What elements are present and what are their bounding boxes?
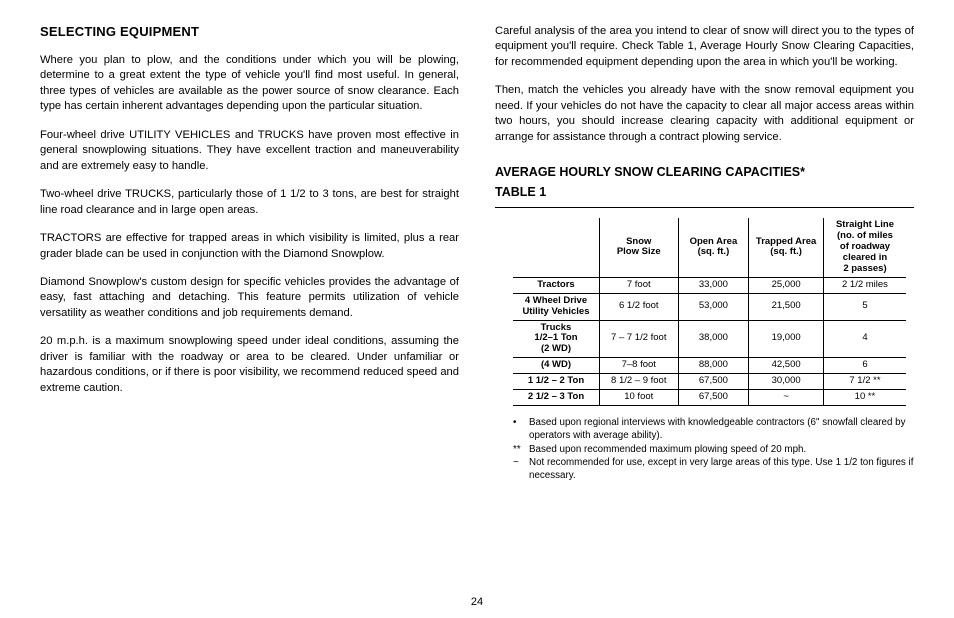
table-row: (4 WD)7–8 foot88,00042,5006 — [513, 358, 906, 374]
table-cell: 2 1/2 miles — [823, 277, 906, 293]
table-body: Tractors7 foot33,00025,0002 1/2 miles4 W… — [513, 277, 906, 405]
table-header-row: SnowPlow Size Open Area(sq. ft.) Trapped… — [513, 218, 906, 277]
table-cell: 8 1/2 – 9 foot — [599, 374, 678, 390]
table-cell: 5 — [823, 293, 906, 320]
row-label-cell: Tractors — [513, 277, 599, 293]
header-cell: Straight Line(no. of milesof roadwayclea… — [823, 218, 906, 277]
table-title: AVERAGE HOURLY SNOW CLEARING CAPACITIES*… — [495, 158, 914, 205]
table-cell: 6 1/2 foot — [599, 293, 678, 320]
row-label-cell: (4 WD) — [513, 358, 599, 374]
section-heading: SELECTING EQUIPMENT — [40, 24, 459, 39]
right-column: Careful analysis of the area you intend … — [495, 24, 914, 592]
table-row: Trucks1/2–1 Ton(2 WD)7 – 7 1/2 foot38,00… — [513, 320, 906, 358]
paragraph: TRACTORS are effective for trapped areas… — [40, 231, 459, 262]
table-cell: 33,000 — [678, 277, 749, 293]
table-cell: 7 – 7 1/2 foot — [599, 320, 678, 358]
footnote-text: Based upon recommended maximum plowing s… — [529, 443, 914, 456]
capacities-table: SnowPlow Size Open Area(sq. ft.) Trapped… — [513, 218, 906, 406]
table-title-line-2: TABLE 1 — [495, 184, 914, 202]
footnote-line: **Based upon recommended maximum plowing… — [513, 443, 914, 456]
table-cell: 19,000 — [749, 320, 824, 358]
table-cell: 88,000 — [678, 358, 749, 374]
table-cell: 42,500 — [749, 358, 824, 374]
row-label-cell: 1 1/2 – 2 Ton — [513, 374, 599, 390]
table-title-line-1: AVERAGE HOURLY SNOW CLEARING CAPACITIES* — [495, 164, 914, 182]
two-column-layout: SELECTING EQUIPMENT Where you plan to pl… — [40, 24, 914, 592]
paragraph: Careful analysis of the area you intend … — [495, 24, 914, 70]
table-cell: 38,000 — [678, 320, 749, 358]
table-cell: 21,500 — [749, 293, 824, 320]
paragraph: Then, match the vehicles you already hav… — [495, 83, 914, 145]
table-footnotes: •Based upon regional interviews with kno… — [495, 416, 914, 482]
paragraph: Where you plan to plow, and the conditio… — [40, 53, 459, 115]
table-row: 2 1/2 – 3 Ton10 foot67,500~10 ** — [513, 390, 906, 406]
table-cell: 10 foot — [599, 390, 678, 406]
table-cell: 25,000 — [749, 277, 824, 293]
header-cell: SnowPlow Size — [599, 218, 678, 277]
row-label-cell: 4 Wheel DriveUtility Vehicles — [513, 293, 599, 320]
paragraph: Two-wheel drive TRUCKS, particularly tho… — [40, 187, 459, 218]
table-container: SnowPlow Size Open Area(sq. ft.) Trapped… — [495, 218, 914, 406]
table-cell: 7–8 foot — [599, 358, 678, 374]
table-cell: 53,000 — [678, 293, 749, 320]
table-row: 1 1/2 – 2 Ton8 1/2 – 9 foot67,50030,0007… — [513, 374, 906, 390]
paragraph: Four-wheel drive UTILITY VEHICLES and TR… — [40, 128, 459, 174]
header-cell: Trapped Area(sq. ft.) — [749, 218, 824, 277]
paragraph: Diamond Snowplow's custom design for spe… — [40, 275, 459, 321]
table-cell: 6 — [823, 358, 906, 374]
paragraph: 20 m.p.h. is a maximum snowplowing speed… — [40, 334, 459, 396]
table-cell: 67,500 — [678, 390, 749, 406]
table-cell: 4 — [823, 320, 906, 358]
table-row: 4 Wheel DriveUtility Vehicles6 1/2 foot5… — [513, 293, 906, 320]
footnote-marker: • — [513, 416, 529, 442]
footnote-marker: ~ — [513, 456, 529, 482]
page-number: 24 — [40, 596, 914, 608]
table-cell: 10 ** — [823, 390, 906, 406]
table-cell: 7 foot — [599, 277, 678, 293]
table-cell: 67,500 — [678, 374, 749, 390]
footnote-line: •Based upon regional interviews with kno… — [513, 416, 914, 442]
table-cell: 7 1/2 ** — [823, 374, 906, 390]
left-column: SELECTING EQUIPMENT Where you plan to pl… — [40, 24, 459, 592]
footnote-marker: ** — [513, 443, 529, 456]
row-label-cell: Trucks1/2–1 Ton(2 WD) — [513, 320, 599, 358]
footnote-text: Based upon regional interviews with know… — [529, 416, 914, 442]
document-page: SELECTING EQUIPMENT Where you plan to pl… — [0, 0, 954, 618]
title-underline — [495, 207, 914, 208]
footnote-text: Not recommended for use, except in very … — [529, 456, 914, 482]
footnote-line: ~Not recommended for use, except in very… — [513, 456, 914, 482]
table-row: Tractors7 foot33,00025,0002 1/2 miles — [513, 277, 906, 293]
row-label-cell: 2 1/2 – 3 Ton — [513, 390, 599, 406]
table-cell: 30,000 — [749, 374, 824, 390]
header-cell — [513, 218, 599, 277]
header-cell: Open Area(sq. ft.) — [678, 218, 749, 277]
table-cell: ~ — [749, 390, 824, 406]
